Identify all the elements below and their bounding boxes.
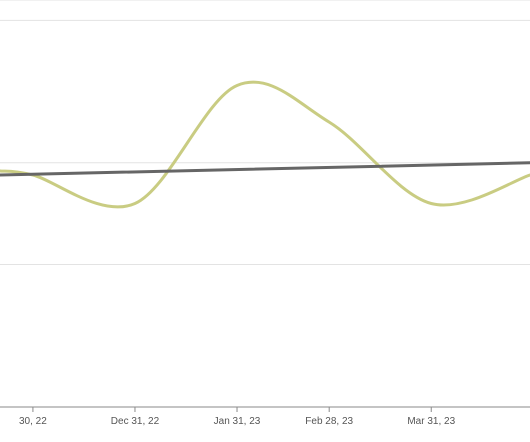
x-tick-label-0: 30, 22 [19,416,47,427]
series-line-1 [0,161,530,177]
x-tick-label-1: Dec 31, 22 [111,416,160,427]
x-tick-label-3: Feb 28, 23 [305,416,353,427]
x-tick-label-4: Mar 31, 23 [407,416,455,427]
series-line-0 [0,80,530,209]
x-tick-label-2: Jan 31, 23 [214,416,261,427]
